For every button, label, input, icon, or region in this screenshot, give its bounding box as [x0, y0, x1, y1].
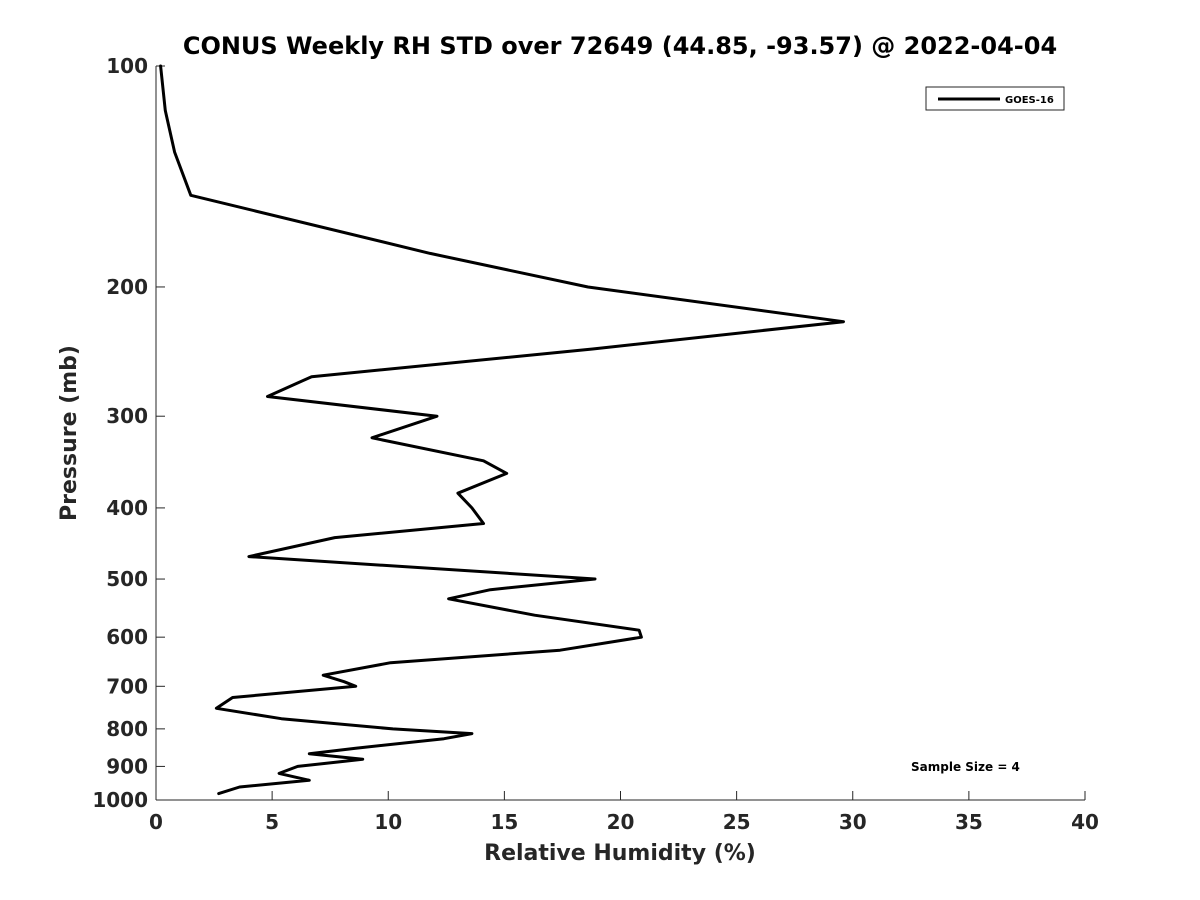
y-tick-label-400: 400: [106, 496, 148, 520]
x-tick-label-40: 40: [1071, 810, 1099, 834]
y-tick-label-600: 600: [106, 625, 148, 649]
sample-size-annotation: Sample Size = 4: [911, 760, 1020, 774]
y-tick-label-900: 900: [106, 754, 148, 778]
x-tick-label-35: 35: [955, 810, 983, 834]
x-axis-ticks: 0 5 10 15 20 25 30 35 40: [149, 791, 1099, 834]
x-axis-label: Relative Humidity (%): [484, 841, 756, 866]
x-tick-label-30: 30: [839, 810, 867, 834]
y-tick-label-800: 800: [106, 717, 148, 741]
y-tick-label-300: 300: [106, 404, 148, 428]
x-tick-label-20: 20: [607, 810, 635, 834]
legend-label-goes-16: GOES-16: [1005, 95, 1054, 106]
legend: GOES-16: [925, 86, 1065, 111]
y-tick-label-200: 200: [106, 275, 148, 299]
y-tick-label-700: 700: [106, 674, 148, 698]
y-tick-label-1000: 1000: [92, 788, 148, 812]
plot-area: 0 5 10 15 20 25 30 35 40 100 200 300 400 500 600 700 80…: [92, 54, 1099, 834]
x-tick-label-15: 15: [490, 810, 518, 834]
series-line-goes-16: [159, 64, 845, 796]
y-tick-label-500: 500: [106, 567, 148, 591]
series-layer: [159, 64, 845, 796]
chart-title: CONUS Weekly RH STD over 72649 (44.85, -…: [183, 32, 1057, 60]
x-tick-label-5: 5: [265, 810, 279, 834]
x-tick-label-0: 0: [149, 810, 163, 834]
y-axis-label: Pressure (mb): [57, 345, 82, 521]
x-tick-label-25: 25: [723, 810, 751, 834]
y-tick-label-100: 100: [106, 54, 148, 78]
y-axis-ticks: 100 200 300 400 500 600 700 800 900 1000: [92, 54, 165, 812]
x-tick-label-10: 10: [374, 810, 402, 834]
